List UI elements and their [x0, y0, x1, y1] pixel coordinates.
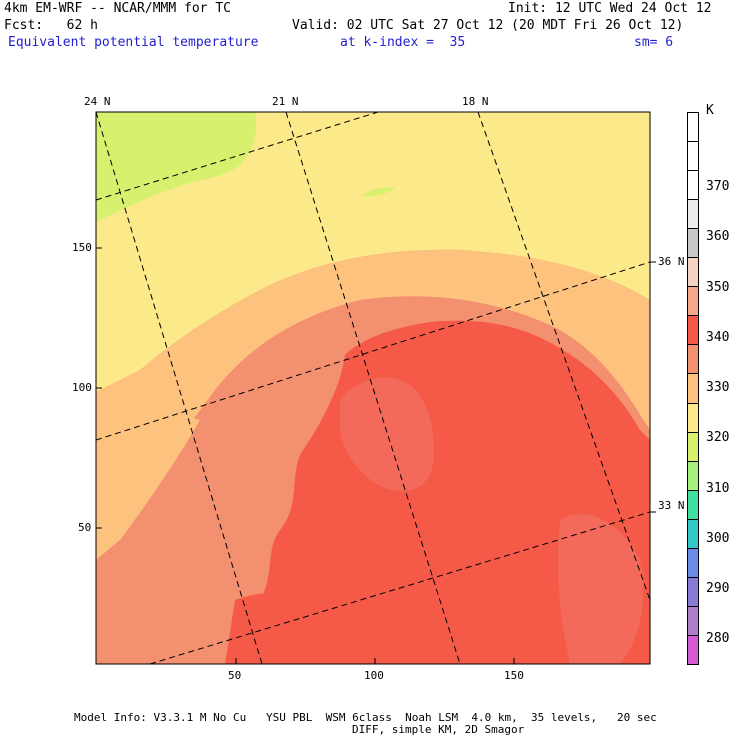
x-tick-150: 150	[504, 669, 524, 682]
colorbar-label-280: 280	[706, 631, 730, 646]
colorbar-label-290: 290	[706, 581, 730, 596]
colorbar-swatch	[687, 518, 699, 549]
colorbar-swatch	[687, 489, 699, 520]
colorbar-swatch	[687, 257, 699, 288]
x-tick-50: 50	[228, 669, 242, 682]
colorbar-label-330: 330	[706, 380, 730, 395]
colorbar-swatch	[687, 286, 699, 317]
theta-e-320-region	[96, 112, 650, 392]
colorbar-swatch	[687, 431, 699, 462]
colorbar-swatch	[687, 576, 699, 607]
colorbar-swatch	[687, 141, 699, 172]
colorbar-swatch	[687, 112, 699, 143]
colorbar-label-360: 360	[706, 229, 730, 244]
valid-time: Valid: 02 UTC Sat 27 Oct 12 (20 MDT Fri …	[292, 18, 684, 33]
init-time: Init: 12 UTC Wed 24 Oct 12	[508, 1, 712, 16]
theta-e-325-region	[96, 249, 650, 520]
colorbar-swatch	[687, 634, 699, 665]
colorbar-label-340: 340	[706, 330, 730, 345]
colorbar-swatch	[687, 228, 699, 259]
colorbar-label-300: 300	[706, 531, 730, 546]
lat-label-18n: 18 N	[462, 95, 489, 108]
theta-e-310-region	[96, 112, 257, 222]
lat-label-36n: 36 N	[658, 255, 685, 268]
colorbar-swatch	[687, 460, 699, 491]
lat-label-21n: 21 N	[272, 95, 299, 108]
forecast-hour: Fcst: 62 h	[4, 18, 98, 33]
model-info: Model Info: V3.3.1 M No Cu YSU PBL WSM 6…	[74, 711, 657, 724]
colorbar-swatch	[687, 547, 699, 578]
lat-label-24n: 24 N	[84, 95, 111, 108]
y-tick-150: 150	[72, 241, 92, 254]
x-tick-100: 100	[364, 669, 384, 682]
colorbar-swatch	[687, 373, 699, 404]
theta-e-345-core	[340, 377, 434, 491]
colorbar-swatch	[687, 315, 699, 346]
colorbar-label-310: 310	[706, 481, 730, 496]
colorbar-swatch	[687, 344, 699, 375]
k-index-label: at k-index = 35	[340, 35, 466, 50]
colorbar-label-370: 370	[706, 179, 730, 194]
lat-label-33n: 33 N	[658, 499, 685, 512]
colorbar-label-320: 320	[706, 430, 730, 445]
y-tick-50: 50	[78, 521, 92, 534]
colorbar-swatch	[687, 170, 699, 201]
colorbar-swatch	[687, 605, 699, 636]
colorbar-swatch	[687, 402, 699, 433]
model-title: 4km EM-WRF -- NCAR/MMM for TC	[4, 1, 231, 16]
model-diffusion: DIFF, simple KM, 2D Smagor	[352, 723, 525, 736]
colorbar-label-350: 350	[706, 280, 730, 295]
field-name: Equivalent potential temperature	[8, 35, 259, 50]
colorbar-swatch	[687, 199, 699, 230]
smoothing-label: sm= 6	[634, 35, 674, 50]
colorbar-unit: K	[706, 103, 714, 118]
y-tick-100: 100	[72, 381, 92, 394]
